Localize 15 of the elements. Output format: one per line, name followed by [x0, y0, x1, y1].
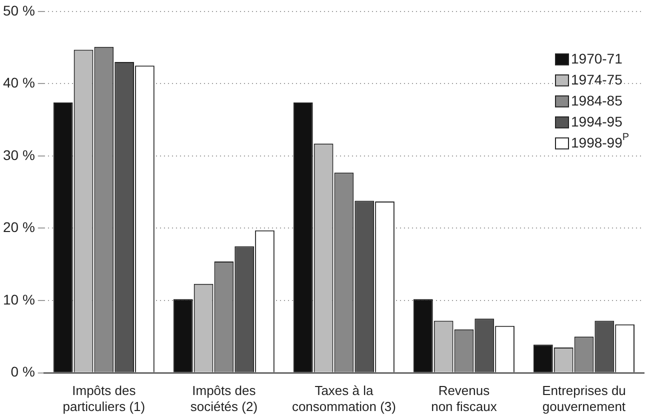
legend-label: 1970-71	[571, 50, 623, 66]
legend-label: 1974-75	[571, 71, 623, 88]
y-tick-label: 50 %	[2, 2, 35, 18]
x-tick-label: Taxes à la consommation (3)	[292, 383, 396, 414]
legend-label: 1984-85	[571, 92, 623, 108]
x-tick-label: Impôts des sociétés (2)	[190, 383, 258, 414]
y-tick-label: 0 %	[10, 364, 35, 380]
legend-label: 1994-95	[571, 113, 623, 130]
x-tick-label: Impôts des particuliers (1)	[62, 383, 146, 414]
x-tick-label: Revenus non fiscaux	[431, 383, 498, 414]
y-tick-label: 20 %	[2, 219, 35, 236]
y-tick-label: 40 %	[2, 74, 35, 91]
y-tick-label: 10 %	[2, 291, 35, 308]
y-tick-label: 30 %	[2, 146, 35, 163]
x-tick-label: Entreprises du gouvernement	[542, 383, 626, 414]
